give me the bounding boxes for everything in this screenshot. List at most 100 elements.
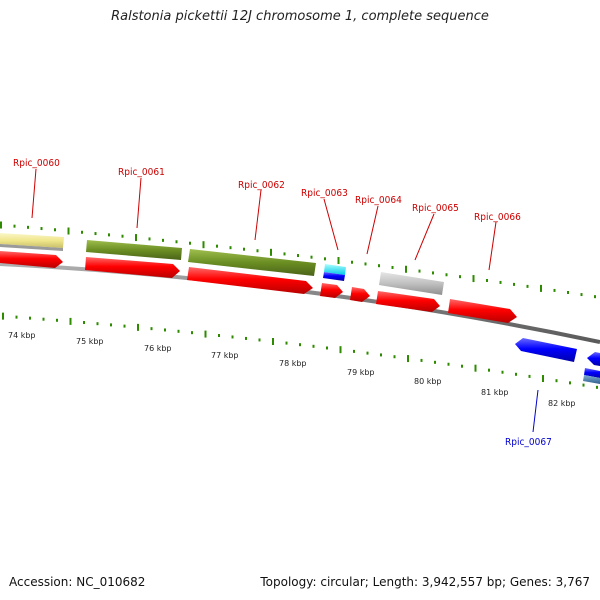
gene-label-rpic-0060[interactable]: Rpic_0060: [13, 158, 60, 169]
gene-rpic-0061-feature[interactable]: [86, 240, 182, 260]
scale-tick-17: [231, 335, 234, 339]
upper-tick-13: [175, 240, 178, 244]
gene-rpic-0063-feature[interactable]: [324, 264, 346, 275]
scale-tick-41: [555, 379, 558, 383]
scale-tick-11: [150, 327, 153, 331]
scale-tick-6: [83, 321, 85, 325]
upper-tick-20: [270, 248, 272, 256]
scale-tick-43: [582, 383, 585, 387]
scale-label-82kbp: 82 kbp: [548, 399, 576, 408]
upper-tick-14: [189, 241, 191, 245]
scale-tick-15: [204, 330, 207, 338]
upper-tick-34: [459, 275, 461, 279]
scale-tick-25: [339, 346, 342, 354]
upper-tick-29: [391, 265, 394, 269]
upper-tick-24: [324, 257, 326, 261]
upper-tick-43: [580, 293, 583, 297]
upper-tick-38: [513, 282, 515, 286]
cds-rpic-0065-arrow[interactable]: [376, 291, 440, 312]
upper-tick-7: [94, 232, 97, 236]
gene-feature-track[interactable]: [0, 233, 444, 295]
cds-rpic-0064-arrow[interactable]: [350, 287, 370, 302]
upper-tick-4: [54, 228, 56, 232]
gene-label-rpic-0064[interactable]: Rpic_0064: [355, 195, 402, 206]
upper-tick-15: [202, 241, 205, 249]
scale-tick-34: [461, 364, 463, 368]
gene-rpic-0060-feature-shadow: [0, 244, 63, 251]
scale-tick-36: [488, 368, 490, 372]
scale-tick-4: [56, 318, 58, 322]
scale-label-76kbp: 76 kbp: [144, 344, 172, 353]
cds-rpic-0066-arrow[interactable]: [448, 299, 517, 323]
cds-rpic-0061-arrow[interactable]: [85, 257, 180, 278]
gene-label-rpic-0063[interactable]: Rpic_0063: [301, 188, 348, 199]
upper-tick-0: [0, 221, 2, 229]
gene-labels[interactable]: Rpic_0060 Rpic_0061 Rpic_0062 Rpic_0063 …: [13, 158, 552, 448]
scale-tick-32: [434, 360, 436, 364]
topology-summary-text: Topology: circular; Length: 3,942,557 bp…: [260, 575, 590, 589]
upper-tick-23: [310, 255, 313, 259]
scale-tick-28: [380, 353, 382, 357]
upper-tick-22: [297, 254, 299, 258]
cds-rpic-0068-arrow[interactable]: [587, 352, 600, 366]
upper-tick-21: [283, 252, 286, 256]
upper-tick-6: [81, 230, 83, 234]
upper-tick-2: [27, 225, 29, 229]
upper-tick-marks: [0, 221, 596, 299]
scale-tick-29: [393, 355, 396, 359]
upper-tick-26: [351, 260, 353, 264]
gene-rpic-0065-feature[interactable]: [379, 272, 444, 295]
scale-tick-14: [191, 331, 193, 335]
gene-rpic-0063-cds-reverse[interactable]: [323, 272, 345, 281]
gene-rpic-0060-feature[interactable]: [0, 233, 64, 248]
gene-label-rpic-0062[interactable]: Rpic_0062: [238, 180, 285, 191]
upper-tick-28: [378, 264, 380, 268]
scale-label-79kbp: 79 kbp: [347, 368, 375, 377]
scale-tick-26: [353, 349, 355, 353]
gene-label-rpic-0066[interactable]: Rpic_0066: [474, 212, 521, 223]
gene-label-rpic-0065[interactable]: Rpic_0065: [412, 203, 459, 214]
cds-rpic-0060-arrow[interactable]: [0, 251, 63, 268]
upper-tick-8: [108, 233, 110, 237]
gene-rpic-0062-feature[interactable]: [188, 249, 316, 276]
upper-tick-37: [499, 280, 502, 284]
upper-tick-36: [486, 278, 488, 282]
scale-tick-marks: [2, 312, 598, 389]
upper-tick-5: [67, 227, 70, 235]
scale-tick-20: [272, 338, 274, 346]
map-title: Ralstonia pickettii 12J chromosome 1, co…: [111, 9, 489, 24]
scale-tick-24: [326, 346, 328, 350]
cds-rpic-0067-arrow[interactable]: [515, 338, 577, 362]
forward-cds-track[interactable]: [0, 251, 517, 323]
scale-tick-31: [420, 358, 423, 362]
upper-tick-27: [364, 262, 367, 266]
gene-rpic-0069-feature[interactable]: [583, 375, 600, 384]
scale-tick-2: [29, 316, 31, 320]
cds-rpic-0069-arrow[interactable]: [584, 368, 600, 378]
scale-tick-27: [366, 351, 369, 355]
scale-tick-42: [569, 381, 571, 385]
scale-tick-22: [299, 343, 301, 347]
scale-tick-9: [123, 324, 126, 328]
upper-tick-32: [432, 271, 434, 275]
gene-label-rpic-0061[interactable]: Rpic_0061: [118, 167, 165, 178]
upper-tick-3: [40, 227, 43, 231]
scale-tick-39: [528, 374, 531, 378]
scale-tick-7: [96, 322, 99, 326]
scale-label-80kbp: 80 kbp: [414, 377, 442, 386]
reverse-cds-track[interactable]: [515, 338, 600, 384]
scale-tick-35: [474, 364, 477, 372]
upper-tick-1: [13, 224, 16, 228]
cds-rpic-0062-arrow[interactable]: [187, 267, 313, 294]
upper-tick-39: [526, 284, 529, 288]
gene-label-rpic-0067[interactable]: Rpic_0067: [505, 437, 552, 448]
scale-label-78kbp: 78 kbp: [279, 359, 307, 368]
cds-rpic-0063-arrow[interactable]: [320, 283, 343, 298]
upper-tick-17: [229, 246, 232, 250]
upper-tick-44: [594, 295, 596, 299]
scale-tick-5: [69, 317, 72, 325]
scale-tick-40: [542, 375, 544, 383]
upper-tick-41: [553, 288, 556, 292]
upper-tick-18: [243, 247, 245, 251]
